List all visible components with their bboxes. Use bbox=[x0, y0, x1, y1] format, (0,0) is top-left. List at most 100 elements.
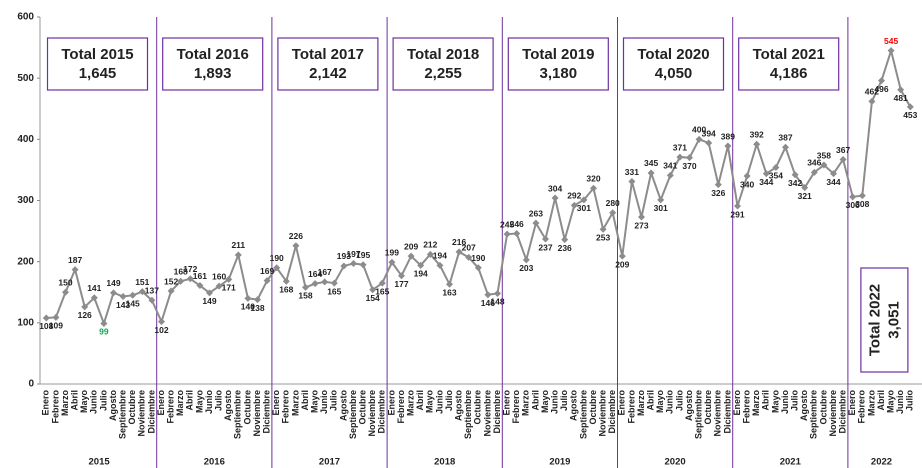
value-label: 387 bbox=[778, 133, 792, 143]
month-label: Julio bbox=[674, 390, 684, 412]
value-label: 138 bbox=[250, 303, 264, 313]
point bbox=[378, 279, 386, 287]
value-label: 321 bbox=[798, 191, 812, 201]
point bbox=[177, 277, 185, 285]
month-label: Diciembre bbox=[261, 390, 271, 434]
month-label: Octubre bbox=[473, 390, 483, 425]
month-label: Agosto bbox=[799, 390, 809, 421]
month-label: Agosto bbox=[108, 390, 118, 421]
month-label: Septiembre bbox=[463, 390, 473, 439]
value-label: 253 bbox=[596, 232, 610, 242]
month-label: Diciembre bbox=[837, 390, 847, 434]
year-label: 2018 bbox=[434, 457, 455, 468]
value-label: 273 bbox=[634, 220, 648, 230]
value-label: 301 bbox=[577, 203, 591, 213]
point bbox=[302, 283, 309, 291]
value-label: 143 bbox=[116, 300, 130, 310]
month-label: Marzo bbox=[175, 390, 185, 417]
point bbox=[110, 289, 117, 297]
value-label: 291 bbox=[730, 209, 744, 219]
month-label: Junio bbox=[319, 389, 329, 414]
value-label: 371 bbox=[673, 142, 687, 152]
point bbox=[714, 181, 722, 189]
value-label: 545 bbox=[884, 36, 898, 46]
total-box bbox=[392, 37, 494, 91]
point bbox=[71, 266, 79, 274]
month-label: Febrero bbox=[741, 390, 751, 424]
total-group: Total 2022 3,051 bbox=[866, 284, 902, 356]
month-label: Enero bbox=[41, 390, 51, 416]
point bbox=[417, 261, 425, 269]
point bbox=[282, 277, 290, 285]
point bbox=[311, 280, 319, 288]
point bbox=[868, 97, 876, 105]
value-label: 331 bbox=[625, 167, 639, 177]
total-title: Total 2016 bbox=[177, 46, 249, 63]
value-label: 140 bbox=[241, 302, 255, 312]
month-label: Septiembre bbox=[117, 390, 127, 439]
value-label: 158 bbox=[298, 291, 312, 301]
point bbox=[340, 262, 348, 270]
value-label: 326 bbox=[711, 188, 725, 198]
month-label: Enero bbox=[617, 390, 627, 416]
value-label: 207 bbox=[462, 243, 476, 253]
value-label: 237 bbox=[538, 242, 552, 252]
month-label: Agosto bbox=[453, 390, 463, 421]
value-label: 392 bbox=[750, 129, 764, 139]
total-value: 3,180 bbox=[540, 65, 578, 82]
value-label: 320 bbox=[586, 174, 600, 184]
value-label: 168 bbox=[174, 266, 188, 276]
point bbox=[244, 294, 252, 302]
month-label: Julio bbox=[559, 390, 569, 412]
month-label: Febrero bbox=[857, 390, 867, 424]
month-label: Junio bbox=[895, 389, 905, 414]
month-label: Diciembre bbox=[607, 390, 617, 434]
month-label: Mayo bbox=[425, 390, 435, 414]
y-tick-label: 400 bbox=[17, 134, 34, 145]
total-box bbox=[162, 37, 264, 91]
point bbox=[455, 248, 463, 256]
value-label: 194 bbox=[414, 269, 428, 279]
value-label: 167 bbox=[318, 267, 332, 277]
value-label: 165 bbox=[375, 286, 389, 296]
month-label: Junio bbox=[549, 389, 559, 414]
point bbox=[330, 279, 338, 287]
month-label: Julio bbox=[789, 390, 799, 412]
point bbox=[753, 140, 761, 148]
value-label: 389 bbox=[721, 131, 735, 141]
month-label: Marzo bbox=[60, 390, 70, 417]
month-label: Octubre bbox=[127, 390, 137, 425]
point bbox=[599, 225, 607, 233]
value-label: 394 bbox=[702, 128, 716, 138]
y-tick-label: 600 bbox=[17, 12, 34, 23]
value-label: 190 bbox=[270, 253, 284, 263]
point bbox=[206, 289, 213, 297]
month-label: Enero bbox=[271, 390, 281, 416]
point bbox=[513, 230, 521, 238]
month-label: Noviembre bbox=[597, 390, 607, 437]
total-value: 1,645 bbox=[79, 65, 117, 82]
value-label: 280 bbox=[606, 198, 620, 208]
point bbox=[484, 291, 492, 299]
month-label: Abril bbox=[69, 390, 79, 411]
value-label: 216 bbox=[452, 237, 466, 247]
value-label: 246 bbox=[510, 219, 524, 229]
total-title: Total 2015 bbox=[61, 46, 133, 63]
month-label: Abril bbox=[530, 390, 540, 411]
month-label: Mayo bbox=[770, 390, 780, 414]
total-box bbox=[860, 267, 909, 373]
month-label: Abril bbox=[415, 390, 425, 411]
month-label: Junio bbox=[665, 389, 675, 414]
point bbox=[647, 169, 655, 177]
month-label: Julio bbox=[98, 390, 108, 412]
point bbox=[532, 219, 540, 227]
month-label: Octubre bbox=[703, 390, 713, 425]
total-title: Total 2020 bbox=[637, 46, 709, 63]
value-label: 226 bbox=[289, 231, 303, 241]
month-label: Enero bbox=[847, 390, 857, 416]
value-label: 306 bbox=[846, 200, 860, 210]
point bbox=[436, 261, 444, 269]
point bbox=[676, 153, 684, 161]
value-label: 145 bbox=[126, 299, 140, 309]
value-label: 344 bbox=[759, 177, 773, 187]
